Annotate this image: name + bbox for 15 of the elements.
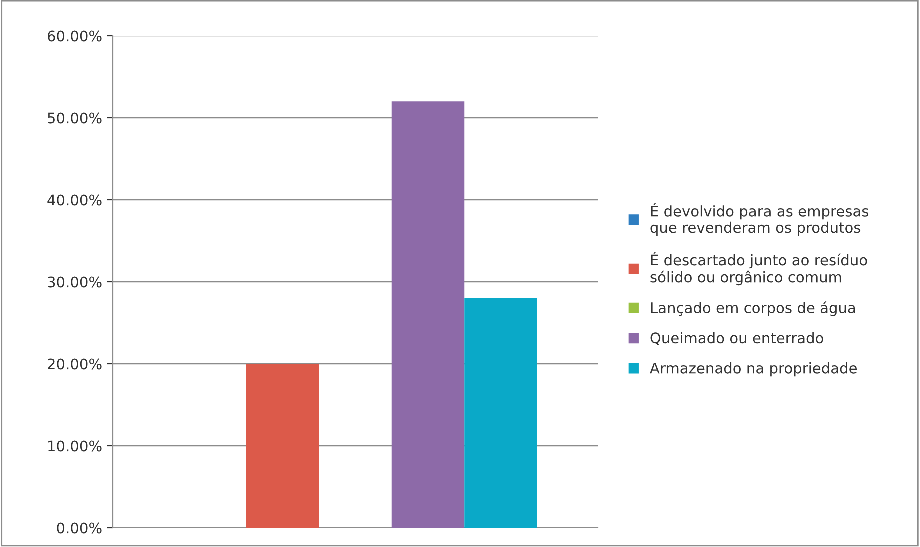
legend-label: Armazenado na propriedade xyxy=(650,362,858,377)
y-tick-label: 20.00% xyxy=(48,358,102,370)
legend-label: É descartado junto ao resíduo sólido ou orgânico comum xyxy=(650,252,868,286)
y-tick-label: 10.00% xyxy=(48,440,102,452)
y-tick-label: 30.00% xyxy=(48,276,102,288)
y-tick-label: 60.00% xyxy=(48,30,102,42)
y-tick-label: 0.00% xyxy=(57,522,102,534)
bar xyxy=(392,102,465,528)
y-tick-label: 40.00% xyxy=(48,194,102,206)
legend-label: Queimado ou enterrado xyxy=(650,332,824,346)
bar xyxy=(464,298,538,528)
bar xyxy=(246,364,320,528)
legend-label: Lançado em corpos de água xyxy=(651,302,856,316)
legend-label: É devolvido para as empresas que revenderam os produtos xyxy=(650,203,869,236)
y-tick-label: 50.00% xyxy=(48,112,102,124)
